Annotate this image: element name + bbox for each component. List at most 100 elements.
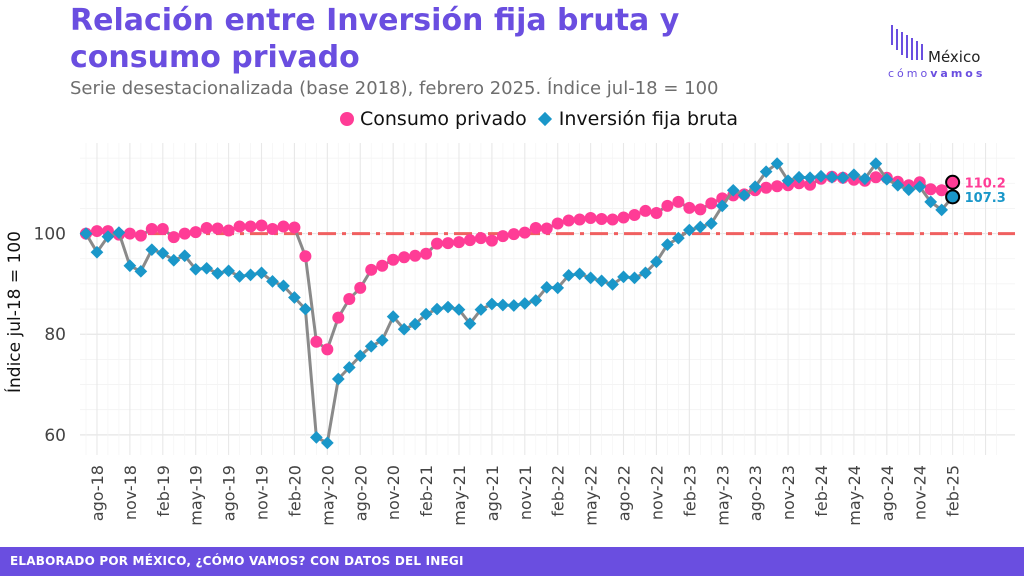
x-tick-label: ago-22 bbox=[615, 465, 634, 521]
data-point-consumo bbox=[420, 247, 433, 260]
x-tick-label: nov-21 bbox=[516, 465, 535, 520]
x-tick-label: nov-24 bbox=[911, 465, 930, 520]
data-point-consumo bbox=[332, 311, 345, 324]
y-tick-label: 80 bbox=[44, 325, 66, 345]
data-point-consumo bbox=[255, 219, 268, 232]
x-tick-label: may-23 bbox=[713, 465, 732, 526]
x-tick-label: ago-21 bbox=[483, 465, 502, 521]
data-point-inversion bbox=[244, 268, 257, 282]
data-point-consumo bbox=[365, 263, 378, 276]
data-point-inversion bbox=[452, 303, 466, 316]
data-point-inversion bbox=[342, 361, 356, 374]
data-point-inversion bbox=[90, 245, 104, 259]
x-tick-label: nov-18 bbox=[121, 465, 140, 520]
data-point-inversion bbox=[255, 266, 268, 280]
x-tick-label: nov-19 bbox=[253, 465, 272, 520]
data-point-inversion bbox=[408, 317, 422, 331]
data-point-inversion bbox=[79, 227, 93, 240]
data-point-consumo bbox=[771, 180, 784, 193]
legend-item-inversion: Inversión fija bruta bbox=[537, 108, 738, 130]
end-value-label: 110.2 bbox=[965, 176, 1006, 191]
data-point-inversion bbox=[145, 243, 159, 257]
data-point-consumo bbox=[529, 222, 542, 235]
data-point-consumo bbox=[244, 220, 257, 233]
legend-circle-icon bbox=[340, 112, 354, 126]
x-tick-label: ago-20 bbox=[351, 465, 370, 521]
data-point-consumo bbox=[573, 213, 586, 226]
data-point-consumo bbox=[233, 220, 246, 233]
footer-source: ELABORADO POR MÉXICO, ¿CÓMO VAMOS? CON D… bbox=[10, 554, 464, 568]
chart-subtitle: Serie desestacionalizada (base 2018), fe… bbox=[70, 78, 719, 99]
logo: México cómovamos bbox=[888, 20, 1008, 86]
data-point-consumo bbox=[551, 217, 564, 230]
data-point-consumo bbox=[288, 221, 301, 234]
data-point-inversion bbox=[112, 226, 126, 239]
data-point-consumo bbox=[178, 227, 191, 240]
data-point-consumo bbox=[123, 227, 136, 240]
x-tick-label: may-22 bbox=[582, 465, 601, 526]
data-point-inversion bbox=[386, 310, 400, 323]
x-tick-label: may-20 bbox=[318, 465, 337, 526]
data-point-consumo bbox=[760, 181, 773, 194]
data-point-consumo bbox=[354, 281, 367, 294]
x-tick-label: may-24 bbox=[845, 465, 864, 526]
data-point-consumo bbox=[156, 223, 169, 236]
x-tick-label: feb-19 bbox=[154, 465, 173, 517]
data-point-consumo bbox=[145, 223, 158, 236]
data-point-consumo bbox=[167, 231, 180, 244]
data-point-consumo bbox=[518, 226, 531, 239]
data-point-consumo bbox=[387, 253, 400, 266]
data-point-consumo bbox=[661, 199, 674, 212]
chart-title: Relación entre Inversión fija bruta y co… bbox=[70, 3, 680, 75]
data-point-inversion bbox=[419, 307, 433, 321]
logo-tagline-bold: vamos bbox=[930, 67, 986, 80]
data-point-consumo bbox=[869, 171, 882, 184]
data-point-consumo bbox=[266, 223, 279, 236]
data-point-inversion bbox=[200, 261, 214, 275]
x-tick-label: feb-21 bbox=[417, 465, 436, 517]
data-point-consumo bbox=[431, 237, 444, 250]
x-tick-label: ago-23 bbox=[746, 465, 765, 521]
data-point-inversion bbox=[485, 297, 499, 311]
x-tick-label: ago-18 bbox=[88, 465, 107, 521]
data-point-consumo bbox=[507, 228, 520, 241]
data-point-consumo bbox=[540, 222, 553, 235]
x-tick-label: ago-24 bbox=[878, 465, 897, 521]
data-point-consumo bbox=[639, 204, 652, 217]
data-point-consumo bbox=[694, 203, 707, 216]
data-point-inversion bbox=[320, 436, 334, 450]
x-tick-label: may-21 bbox=[450, 465, 469, 526]
data-point-consumo bbox=[409, 249, 422, 262]
data-point-inversion bbox=[156, 246, 170, 260]
data-point-inversion bbox=[189, 262, 203, 276]
y-axis: 60 80 100 bbox=[34, 225, 66, 446]
data-point-consumo bbox=[222, 224, 235, 237]
data-point-consumo bbox=[452, 236, 465, 249]
data-point-inversion bbox=[364, 339, 378, 353]
data-point-inversion bbox=[123, 259, 137, 273]
data-point-consumo bbox=[650, 206, 663, 219]
data-point-consumo bbox=[321, 343, 334, 356]
data-point-consumo bbox=[584, 211, 597, 224]
data-point-inversion bbox=[288, 291, 301, 304]
x-tick-label: nov-22 bbox=[647, 465, 666, 520]
x-tick-label: may-19 bbox=[187, 465, 206, 526]
data-point-consumo bbox=[924, 183, 937, 196]
data-point-inversion bbox=[496, 298, 510, 312]
data-point-inversion bbox=[353, 349, 367, 363]
grid bbox=[80, 143, 1015, 455]
legend-label-inversion: Inversión fija bruta bbox=[558, 108, 738, 130]
data-point-inversion bbox=[266, 275, 279, 288]
logo-bars-icon bbox=[891, 25, 923, 60]
data-point-inversion bbox=[331, 372, 345, 386]
x-tick-label: ago-19 bbox=[220, 465, 239, 521]
data-point-inversion bbox=[310, 431, 323, 444]
data-point-consumo bbox=[935, 184, 948, 197]
data-point-consumo bbox=[299, 250, 312, 263]
end-point-marker bbox=[945, 174, 961, 190]
end-point-marker bbox=[945, 189, 961, 205]
data-point-consumo bbox=[595, 212, 608, 225]
footer-bar: ELABORADO POR MÉXICO, ¿CÓMO VAMOS? CON D… bbox=[0, 547, 1024, 576]
data-point-inversion bbox=[167, 253, 181, 267]
data-point-consumo bbox=[442, 237, 455, 250]
